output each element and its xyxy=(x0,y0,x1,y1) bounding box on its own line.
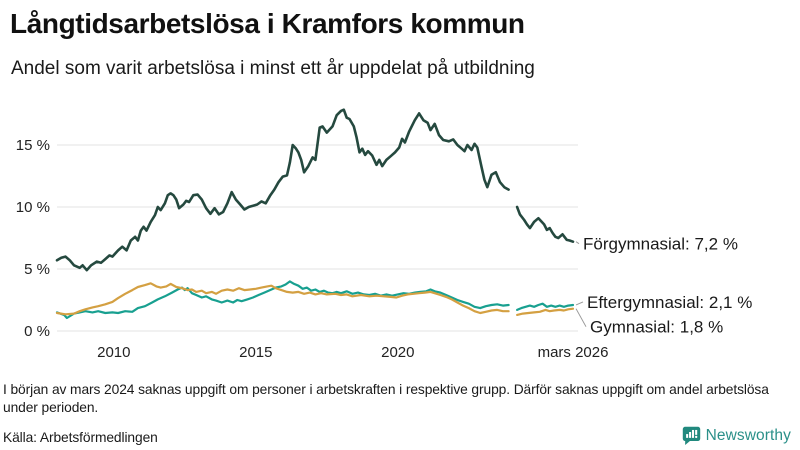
source-note: Källa: Arbetsförmedlingen xyxy=(3,430,158,445)
series-line-gymnasial xyxy=(515,307,575,316)
chart-footnote: I början av mars 2024 saknas uppgift om … xyxy=(3,382,769,416)
x-tick-label: 2010 xyxy=(97,344,130,361)
y-tick-label: 5 % xyxy=(24,261,50,278)
x-tick-label: 2020 xyxy=(381,344,414,361)
page-title: Långtidsarbetslösa i Kramfors kommun xyxy=(10,8,525,39)
series-end-label-gymnasial: Gymnasial: 1,8 % xyxy=(590,318,723,337)
series-end-label-eftergymnasial: Eftergymnasial: 2,1 % xyxy=(587,293,752,312)
label-leader-line xyxy=(575,308,587,327)
x-tick-label: mars 2026 xyxy=(538,344,609,361)
label-leader-line xyxy=(575,241,580,245)
series-line-eftergymnasial xyxy=(55,280,510,320)
y-tick-label: 0 % xyxy=(24,323,50,340)
y-tick-label: 15 % xyxy=(16,137,50,154)
page-subtitle: Andel som varit arbetslösa i minst ett å… xyxy=(11,58,535,79)
series-line-eftergymnasial xyxy=(515,302,575,311)
label-leader-line xyxy=(575,301,584,306)
line-chart: 0 % 5 % 10 % 15 % 2010 2015 2020 mars 2026 Förgy… xyxy=(16,108,752,361)
branding-link[interactable]: Newsworthy xyxy=(682,426,791,445)
series-end-label-förgymnasial: Förgymnasial: 7,2 % xyxy=(583,235,738,254)
x-tick-label: 2015 xyxy=(239,344,272,361)
series-line-gymnasial xyxy=(55,282,510,316)
newsworthy-logo-icon xyxy=(682,426,700,445)
branding-label: Newsworthy xyxy=(705,426,791,444)
series-line-förgymnasial xyxy=(515,205,575,243)
y-tick-label: 10 % xyxy=(16,199,50,216)
series-line-förgymnasial xyxy=(55,108,510,272)
